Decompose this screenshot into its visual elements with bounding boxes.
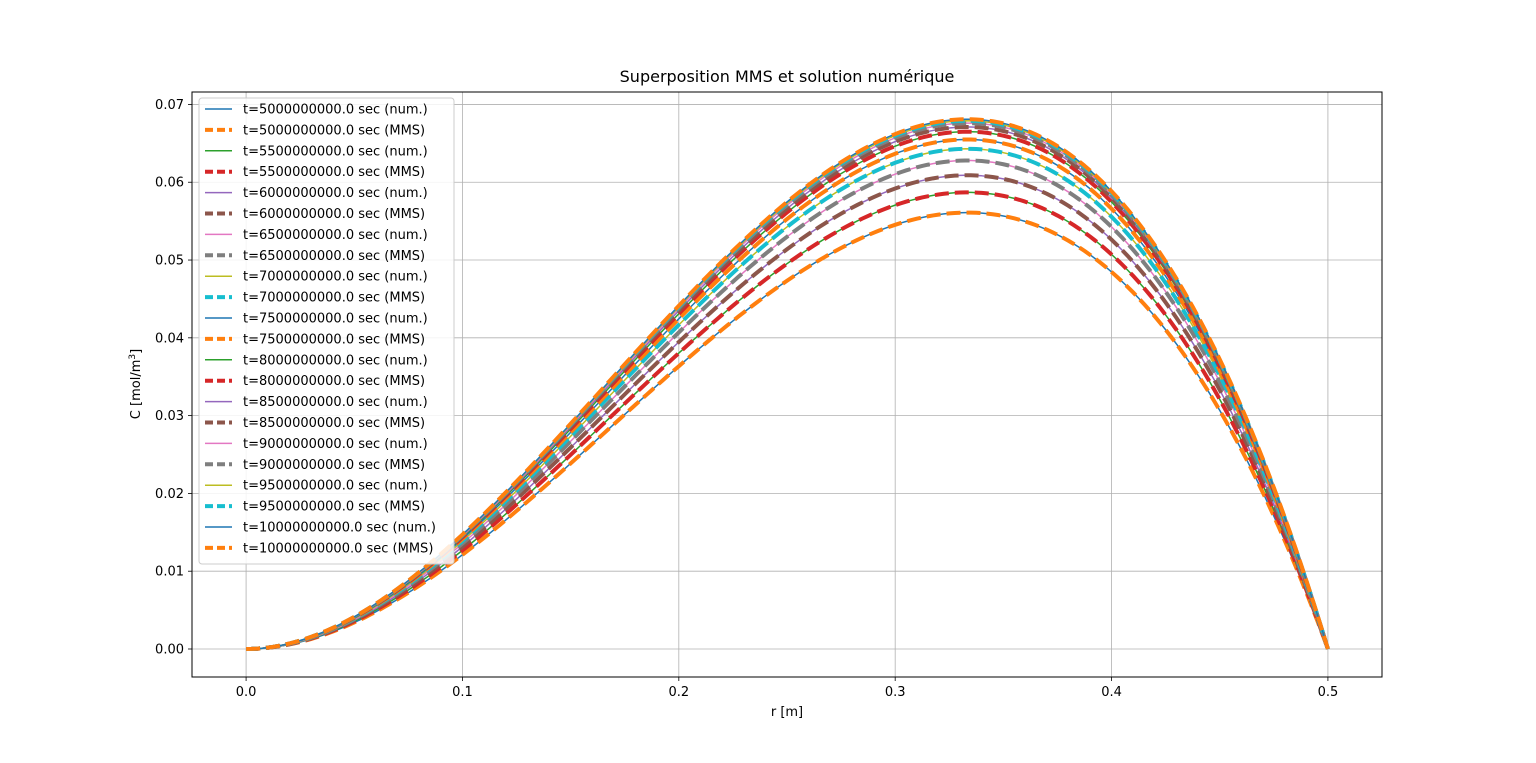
- y-tick-label: 0.07: [155, 98, 184, 113]
- y-axis-title: C [mol/m3]: [128, 349, 144, 419]
- x-axis-title: r [m]: [771, 705, 803, 720]
- legend-label: t=5000000000.0 sec (MMS): [243, 123, 425, 138]
- plot-frame: [191, 91, 1383, 678]
- legend-label: t=7000000000.0 sec (MMS): [243, 291, 425, 306]
- legend-label: t=6000000000.0 sec (MMS): [243, 207, 425, 222]
- series-line: [246, 146, 1330, 651]
- legend-label: t=9000000000.0 sec (num.): [243, 437, 428, 452]
- legend-label: t=5500000000.0 sec (MMS): [243, 165, 425, 180]
- x-tick-label: 0.0: [236, 685, 257, 700]
- legend-label: t=8500000000.0 sec (MMS): [243, 416, 425, 431]
- y-axis-title-main: C [mol/m: [129, 360, 144, 420]
- legend-label: t=7000000000.0 sec (num.): [243, 270, 428, 285]
- legend-label: t=7500000000.0 sec (MMS): [243, 332, 425, 347]
- y-tick-label: 0.06: [155, 176, 184, 191]
- series-line: [246, 210, 1330, 651]
- y-tick-label: 0.01: [155, 565, 184, 580]
- legend-label: t=5500000000.0 sec (num.): [243, 144, 428, 159]
- legend-label: t=9500000000.0 sec (num.): [243, 479, 428, 494]
- legend-label: t=8000000000.0 sec (num.): [243, 353, 428, 368]
- chart-title: Superposition MMS et solution numérique: [620, 67, 955, 86]
- legend-label: t=6000000000.0 sec (num.): [243, 186, 428, 201]
- y-axis-title-superscript: 3: [128, 354, 138, 360]
- legend-label: t=6500000000.0 sec (MMS): [243, 249, 425, 264]
- x-tick-label: 0.3: [885, 685, 906, 700]
- series-line: [246, 158, 1330, 651]
- legend-label: t=7500000000.0 sec (num.): [243, 312, 428, 327]
- series-line: [246, 190, 1330, 651]
- legend-label: t=5000000000.0 sec (num.): [243, 103, 428, 118]
- legend-label: t=10000000000.0 sec (MMS): [243, 541, 433, 556]
- y-tick-label: 0.04: [155, 331, 184, 346]
- legend-label: t=10000000000.0 sec (num.): [243, 521, 436, 536]
- legend-label: t=9500000000.0 sec (MMS): [243, 500, 425, 515]
- x-tick-label: 0.1: [452, 685, 473, 700]
- y-tick-label: 0.03: [155, 409, 184, 424]
- legend-label: t=9000000000.0 sec (MMS): [243, 458, 425, 473]
- legend-label: t=8000000000.0 sec (MMS): [243, 374, 425, 389]
- axis-ticks: 0.0 0.1 0.2 0.3 0.4 0.5 0.00 0.01 0.02 0.03 0.04 0.…: [155, 98, 1338, 700]
- series-line: [246, 117, 1330, 651]
- series-line: [246, 173, 1330, 651]
- y-tick-label: 0.05: [155, 254, 184, 269]
- y-tick-label: 0.00: [155, 642, 184, 657]
- legend-box: [198, 97, 455, 565]
- x-tick-label: 0.4: [1101, 685, 1122, 700]
- y-tick-label: 0.02: [155, 487, 184, 502]
- x-tick-label: 0.2: [668, 685, 689, 700]
- x-tick-label: 0.5: [1318, 685, 1339, 700]
- legend: t=5000000000.0 sec (num.) t=5000000000.0 …: [198, 97, 455, 565]
- series-group: [246, 117, 1330, 651]
- legend-label: t=6500000000.0 sec (num.): [243, 228, 428, 243]
- legend-label: t=8500000000.0 sec (num.): [243, 395, 428, 410]
- y-axis-title-close: ]: [129, 349, 144, 354]
